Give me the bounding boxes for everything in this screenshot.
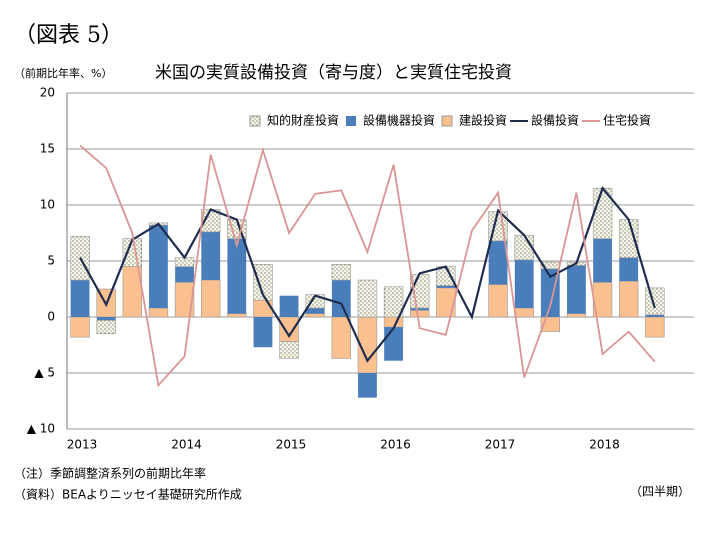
y-tick-label: 10 <box>40 198 55 212</box>
bar <box>70 316 90 338</box>
bar <box>593 238 612 283</box>
bar <box>175 266 194 283</box>
bar <box>645 314 665 317</box>
bar <box>279 341 299 359</box>
bar <box>331 316 352 359</box>
legend-swatch <box>346 116 356 126</box>
y-tick-label: 20 <box>40 86 55 100</box>
bar <box>305 313 325 318</box>
bar <box>566 313 587 318</box>
bar <box>227 313 247 318</box>
x-axis-label: （四半期） <box>630 485 690 499</box>
bar <box>149 225 168 309</box>
bar <box>148 307 169 318</box>
legend-swatch <box>249 115 261 127</box>
bar <box>305 308 325 314</box>
bar <box>96 317 116 321</box>
legend-swatch <box>441 115 453 127</box>
x-tick-label: 2014 <box>171 438 202 452</box>
y-tick-label: ▲ 10 <box>27 422 55 436</box>
x-tick-label: 2017 <box>485 438 516 452</box>
bar <box>618 280 639 318</box>
bar <box>383 286 404 318</box>
bar <box>384 327 403 361</box>
bar <box>253 299 273 318</box>
legend-label: 設備投資 <box>531 113 579 128</box>
bar <box>227 238 247 314</box>
legend-item: 知的財産投資 <box>249 113 339 128</box>
bar <box>488 240 508 285</box>
bar <box>514 307 534 318</box>
bar <box>514 259 534 309</box>
x-tick-label: 2013 <box>67 438 98 452</box>
note: （資料）BEAよりニッセイ基礎研究所作成 <box>14 487 242 502</box>
bar <box>201 231 221 281</box>
line <box>79 144 656 388</box>
y-axis-label: （前期比年率、%） <box>14 66 112 80</box>
y-tick-label: ▲ 5 <box>34 366 55 380</box>
bar <box>122 238 143 267</box>
legend-label: 建設投資 <box>459 113 507 128</box>
bar <box>567 265 586 314</box>
y-tick-label: 5 <box>47 254 55 268</box>
y-tick-label: 0 <box>47 310 55 324</box>
legend-label: 住宅投資 <box>603 113 651 128</box>
bar <box>357 279 378 318</box>
bar <box>253 317 273 348</box>
note: （注）季節調整済系列の前期比年率 <box>14 466 206 481</box>
chart-subtitle: 米国の実質設備投資（寄与度）と実質住宅投資 <box>155 63 512 83</box>
bar <box>253 264 273 301</box>
bar <box>645 287 665 316</box>
x-tick-label: 2015 <box>276 438 307 452</box>
chart-title: （図表 5） <box>14 23 123 48</box>
bar <box>383 316 404 328</box>
legend-item: 建設投資 <box>441 113 507 128</box>
bar <box>70 280 90 317</box>
legend-item: 住宅投資 <box>582 113 651 128</box>
legend-item: 設備投資 <box>510 113 579 128</box>
bar <box>436 285 456 288</box>
y-tick-label: 15 <box>40 142 55 156</box>
line <box>79 186 656 363</box>
x-tick-label: 2016 <box>380 438 411 452</box>
bar <box>645 316 665 338</box>
legend-item: 設備機器投資 <box>346 113 435 128</box>
bar <box>200 279 221 318</box>
bar <box>358 373 377 398</box>
bar <box>331 280 351 317</box>
x-tick-label: 2018 <box>589 438 620 452</box>
bar <box>488 284 508 318</box>
bar <box>540 268 560 317</box>
bar <box>619 257 639 282</box>
bar <box>436 287 456 318</box>
bar <box>409 309 430 318</box>
bar <box>410 308 430 311</box>
legend-label: 設備機器投資 <box>363 113 435 128</box>
bar <box>279 295 299 317</box>
legend-label: 知的財産投資 <box>267 113 339 128</box>
bar <box>96 320 116 335</box>
bar <box>331 264 352 281</box>
bar <box>436 266 456 286</box>
